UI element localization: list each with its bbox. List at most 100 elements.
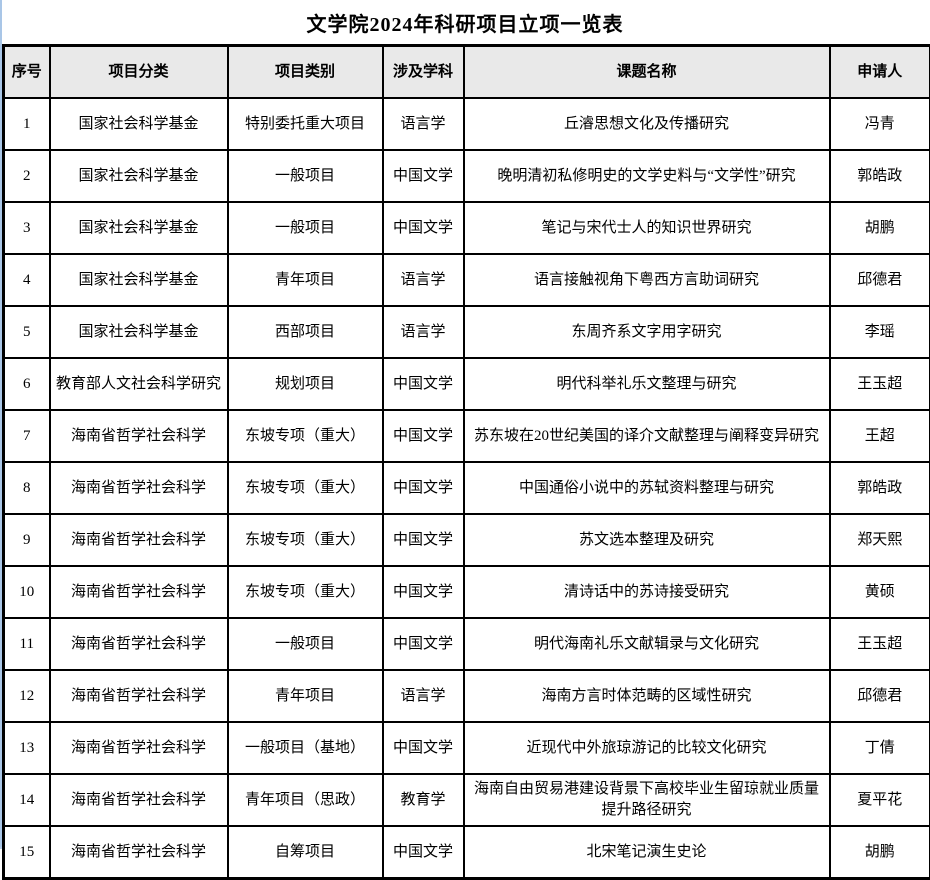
topic-cell: 海南方言时体范畴的区域性研究 xyxy=(464,670,830,722)
category-cell: 国家社会科学基金 xyxy=(50,150,228,202)
applicant-cell: 胡鹏 xyxy=(830,202,930,254)
applicant-cell: 郭皓政 xyxy=(830,150,930,202)
category-cell: 国家社会科学基金 xyxy=(50,254,228,306)
type-cell: 东坡专项（重大） xyxy=(228,462,383,514)
type-cell: 规划项目 xyxy=(228,358,383,410)
row-number-cell: 11 xyxy=(4,618,50,670)
header-cell-category: 项目分类 xyxy=(50,46,228,99)
row-number-cell: 13 xyxy=(4,722,50,774)
discipline-cell: 中国文学 xyxy=(383,202,464,254)
header-cell-no: 序号 xyxy=(4,46,50,99)
discipline-cell: 语言学 xyxy=(383,670,464,722)
applicant-cell: 邱德君 xyxy=(830,254,930,306)
discipline-cell: 中国文学 xyxy=(383,150,464,202)
sheet-canvas: 文学院2024年科研项目立项一览表 序号 项目分类 项目类别 涉及学科 课题名称… xyxy=(0,0,930,849)
category-cell: 教育部人文社会科学研究 xyxy=(50,358,228,410)
discipline-cell: 语言学 xyxy=(383,98,464,150)
topic-cell: 明代海南礼乐文献辑录与文化研究 xyxy=(464,618,830,670)
row-number-cell: 6 xyxy=(4,358,50,410)
category-cell: 海南省哲学社会科学 xyxy=(50,826,228,879)
row-number-cell: 5 xyxy=(4,306,50,358)
discipline-cell: 语言学 xyxy=(383,254,464,306)
discipline-cell: 中国文学 xyxy=(383,566,464,618)
type-cell: 青年项目 xyxy=(228,670,383,722)
topic-cell: 语言接触视角下粤西方言助词研究 xyxy=(464,254,830,306)
applicant-cell: 黄硕 xyxy=(830,566,930,618)
type-cell: 一般项目 xyxy=(228,202,383,254)
discipline-cell: 中国文学 xyxy=(383,826,464,879)
row-number-cell: 15 xyxy=(4,826,50,879)
discipline-cell: 中国文学 xyxy=(383,358,464,410)
row-number-cell: 7 xyxy=(4,410,50,462)
type-cell: 一般项目 xyxy=(228,618,383,670)
header-cell-topic: 课题名称 xyxy=(464,46,830,99)
applicant-cell: 邱德君 xyxy=(830,670,930,722)
applicant-cell: 王超 xyxy=(830,410,930,462)
discipline-cell: 中国文学 xyxy=(383,462,464,514)
category-cell: 海南省哲学社会科学 xyxy=(50,670,228,722)
applicant-cell: 王玉超 xyxy=(830,618,930,670)
topic-cell: 笔记与宋代士人的知识世界研究 xyxy=(464,202,830,254)
category-cell: 海南省哲学社会科学 xyxy=(50,566,228,618)
row-number-cell: 2 xyxy=(4,150,50,202)
category-cell: 国家社会科学基金 xyxy=(50,202,228,254)
topic-cell: 明代科举礼乐文整理与研究 xyxy=(464,358,830,410)
discipline-cell: 中国文学 xyxy=(383,410,464,462)
topic-cell: 清诗话中的苏诗接受研究 xyxy=(464,566,830,618)
topic-cell: 丘濬思想文化及传播研究 xyxy=(464,98,830,150)
row-number-cell: 3 xyxy=(4,202,50,254)
applicant-cell: 夏平花 xyxy=(830,774,930,826)
category-cell: 海南省哲学社会科学 xyxy=(50,774,228,826)
topic-cell: 苏文选本整理及研究 xyxy=(464,514,830,566)
applicant-cell: 郭皓政 xyxy=(830,462,930,514)
topic-cell: 中国通俗小说中的苏轼资料整理与研究 xyxy=(464,462,830,514)
topic-cell: 近现代中外旅琼游记的比较文化研究 xyxy=(464,722,830,774)
type-cell: 东坡专项（重大） xyxy=(228,566,383,618)
page-title: 文学院2024年科研项目立项一览表 xyxy=(0,0,930,44)
type-cell: 特别委托重大项目 xyxy=(228,98,383,150)
header-cell-applicant: 申请人 xyxy=(830,46,930,99)
table-header: 序号 项目分类 项目类别 涉及学科 课题名称 申请人 xyxy=(4,46,930,99)
type-cell: 东坡专项（重大） xyxy=(228,410,383,462)
row-number-cell: 4 xyxy=(4,254,50,306)
category-cell: 海南省哲学社会科学 xyxy=(50,618,228,670)
applicant-cell: 丁倩 xyxy=(830,722,930,774)
header-row: 序号 项目分类 项目类别 涉及学科 课题名称 申请人 xyxy=(4,46,930,99)
category-cell: 海南省哲学社会科学 xyxy=(50,514,228,566)
type-cell: 一般项目 xyxy=(228,150,383,202)
category-cell: 海南省哲学社会科学 xyxy=(50,462,228,514)
discipline-cell: 语言学 xyxy=(383,306,464,358)
applicant-cell: 郑天熙 xyxy=(830,514,930,566)
type-cell: 东坡专项（重大） xyxy=(228,514,383,566)
row-number-cell: 9 xyxy=(4,514,50,566)
discipline-cell: 教育学 xyxy=(383,774,464,826)
header-cell-discipline: 涉及学科 xyxy=(383,46,464,99)
row-number-cell: 8 xyxy=(4,462,50,514)
topic-cell: 苏东坡在20世纪美国的译介文献整理与阐释变异研究 xyxy=(464,410,830,462)
row-number-cell: 1 xyxy=(4,98,50,150)
category-cell: 海南省哲学社会科学 xyxy=(50,410,228,462)
category-cell: 国家社会科学基金 xyxy=(50,306,228,358)
header-cell-type: 项目类别 xyxy=(228,46,383,99)
category-cell: 国家社会科学基金 xyxy=(50,98,228,150)
topic-cell: 晚明清初私修明史的文学史料与“文学性”研究 xyxy=(464,150,830,202)
type-cell: 一般项目（基地） xyxy=(228,722,383,774)
topic-cell: 东周齐系文字用字研究 xyxy=(464,306,830,358)
row-number-cell: 10 xyxy=(4,566,50,618)
discipline-cell: 中国文学 xyxy=(383,722,464,774)
applicant-cell: 胡鹏 xyxy=(830,826,930,879)
